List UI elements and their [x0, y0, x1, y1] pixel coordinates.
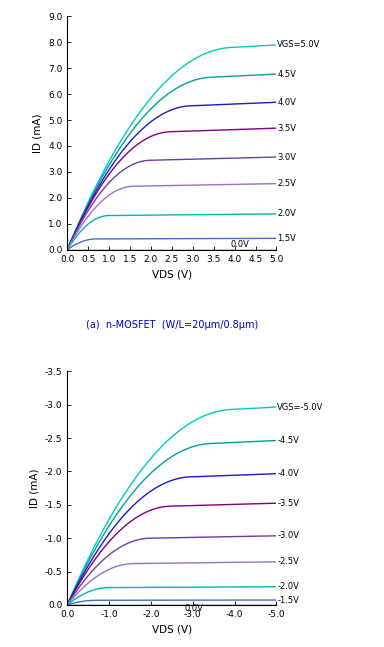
Y-axis label: ID (mA): ID (mA)	[29, 468, 39, 508]
Text: VGS=-5.0V: VGS=-5.0V	[277, 402, 324, 411]
Text: 4.0V: 4.0V	[277, 98, 296, 107]
X-axis label: VDS (V): VDS (V)	[152, 624, 192, 634]
Text: 2.5V: 2.5V	[277, 179, 296, 188]
Text: -1.5V: -1.5V	[277, 595, 299, 604]
Text: -3.5V: -3.5V	[277, 499, 299, 508]
Text: 3.5V: 3.5V	[277, 124, 296, 133]
Y-axis label: ID (mA): ID (mA)	[32, 113, 42, 153]
Text: -2.5V: -2.5V	[277, 557, 299, 566]
Text: 0.0V: 0.0V	[230, 239, 249, 248]
Text: -3.0V: -3.0V	[277, 531, 299, 540]
Text: 3.0V: 3.0V	[277, 153, 296, 162]
X-axis label: VDS (V): VDS (V)	[152, 269, 192, 280]
Text: -2.0V: -2.0V	[277, 582, 299, 591]
Text: 0.0V: 0.0V	[184, 604, 203, 613]
Text: (a)  n-MOSFET  (W/L=20μm/0.8μm): (a) n-MOSFET (W/L=20μm/0.8μm)	[86, 320, 258, 330]
Text: 2.0V: 2.0V	[277, 210, 296, 219]
Text: 4.5V: 4.5V	[277, 70, 296, 78]
Text: -4.5V: -4.5V	[277, 436, 299, 445]
Text: VGS=5.0V: VGS=5.0V	[277, 40, 321, 49]
Text: -4.0V: -4.0V	[277, 469, 299, 478]
Text: 1.5V: 1.5V	[277, 234, 296, 243]
